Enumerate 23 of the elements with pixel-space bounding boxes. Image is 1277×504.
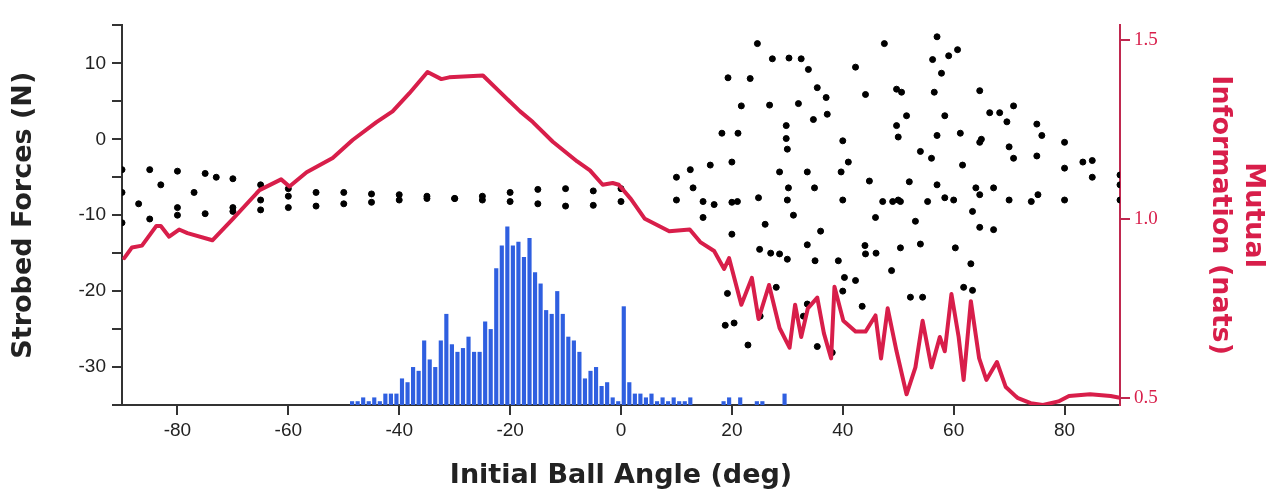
x-tick-label: -60 bbox=[274, 418, 303, 440]
bar bbox=[738, 397, 743, 405]
y2-tick-label: 0.5 bbox=[1134, 385, 1158, 407]
x-tick-label: -20 bbox=[496, 418, 524, 440]
x-tick-label: 0 bbox=[615, 418, 627, 440]
y-tick-label: -10 bbox=[78, 203, 106, 225]
x-tick-label: 40 bbox=[832, 418, 854, 440]
y2-tick-label: 1.0 bbox=[1134, 206, 1158, 228]
x-tick-label: 80 bbox=[1053, 418, 1076, 440]
bar bbox=[350, 401, 355, 405]
x-axis-title: Initial Ball Angle (deg) bbox=[449, 457, 793, 489]
y2-tick-label: 1.5 bbox=[1134, 27, 1158, 49]
x-tick-label: -40 bbox=[385, 418, 413, 440]
x-tick-label: 20 bbox=[721, 418, 743, 440]
y-tick-label: 0 bbox=[95, 127, 106, 149]
y2-axis-title: Mutual Information (nats) bbox=[1207, 75, 1271, 356]
y-tick-label: -20 bbox=[78, 279, 106, 301]
bar bbox=[782, 393, 787, 405]
x-tick-label: -80 bbox=[163, 418, 192, 440]
y-tick-label: 10 bbox=[84, 51, 106, 73]
x-tick-label: 60 bbox=[943, 418, 965, 440]
y-axis-title: Strobed Forces (N) bbox=[6, 71, 38, 359]
y-tick-label: -30 bbox=[78, 355, 106, 377]
